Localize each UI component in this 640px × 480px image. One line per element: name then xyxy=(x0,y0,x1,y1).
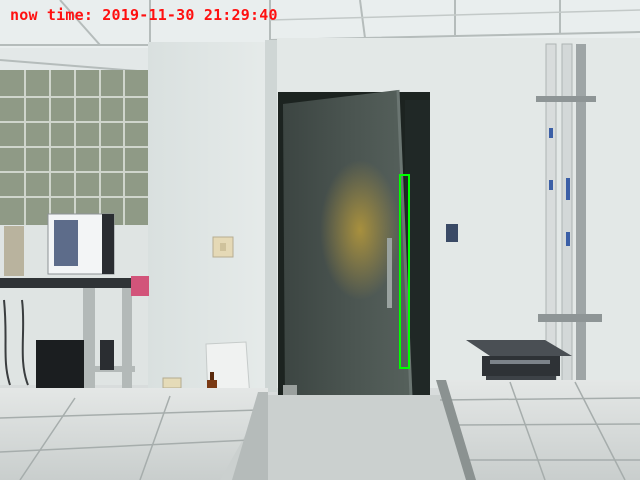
door-handle xyxy=(387,238,392,308)
timestamp-overlay: now time: 2019-11-30 21:29:40 xyxy=(10,6,278,24)
pillar-edge xyxy=(265,40,277,392)
wall-switch xyxy=(212,236,234,258)
card-reader xyxy=(446,224,458,242)
pillar xyxy=(148,42,270,392)
raised-floor xyxy=(0,380,640,480)
glass-door xyxy=(283,89,414,421)
detection-bounding-box xyxy=(399,174,410,369)
wall-pipes xyxy=(536,43,602,385)
